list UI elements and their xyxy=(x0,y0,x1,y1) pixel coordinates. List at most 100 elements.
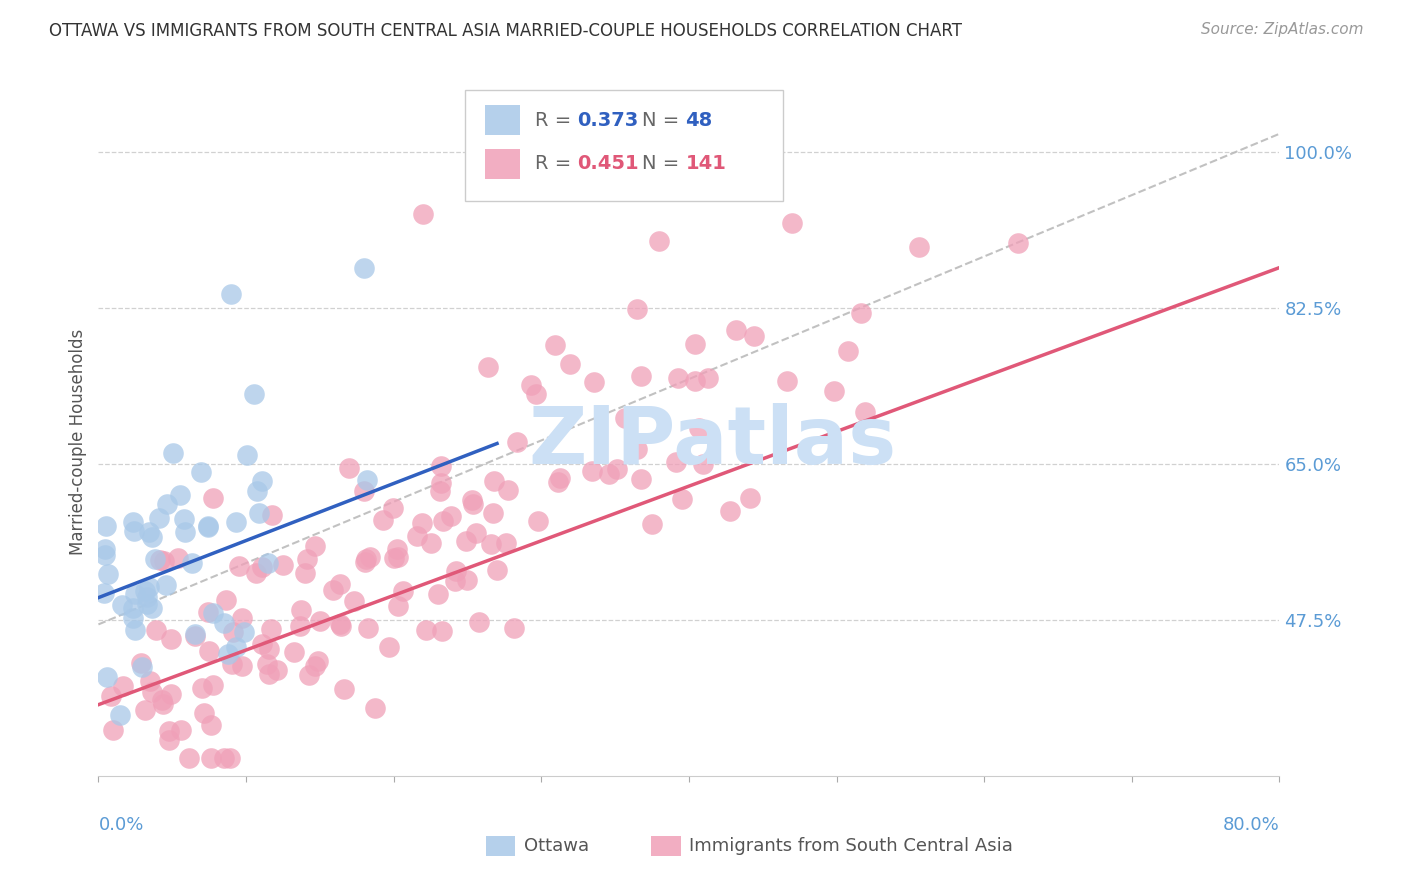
Point xyxy=(138,524,160,539)
Point xyxy=(212,751,235,765)
Point xyxy=(298,667,321,681)
Point xyxy=(108,708,131,723)
Point xyxy=(96,670,118,684)
Point xyxy=(444,574,467,588)
FancyBboxPatch shape xyxy=(485,149,520,179)
Point xyxy=(111,598,134,612)
Point xyxy=(429,483,451,498)
Point xyxy=(547,475,569,489)
Point xyxy=(463,498,485,512)
Point xyxy=(181,556,204,570)
Point xyxy=(308,614,330,628)
Point xyxy=(415,623,437,637)
Point xyxy=(201,607,224,621)
Point xyxy=(124,587,146,601)
Point xyxy=(430,458,453,473)
Point xyxy=(193,706,215,720)
Point xyxy=(502,621,524,635)
Point xyxy=(94,519,117,533)
Point xyxy=(329,577,352,591)
Point xyxy=(138,580,160,594)
Text: 141: 141 xyxy=(685,154,727,173)
Point xyxy=(228,558,250,573)
Point xyxy=(718,504,741,518)
Point xyxy=(252,560,274,574)
FancyBboxPatch shape xyxy=(464,90,783,201)
Point xyxy=(583,375,606,389)
Text: 48: 48 xyxy=(685,111,713,130)
Point xyxy=(131,659,153,673)
Point xyxy=(477,359,499,374)
Point xyxy=(671,492,693,507)
Point xyxy=(304,539,326,553)
Point xyxy=(544,337,567,351)
Point xyxy=(250,637,273,651)
Point xyxy=(197,518,219,533)
Point xyxy=(378,640,401,654)
Point xyxy=(179,751,201,765)
Point xyxy=(288,619,311,633)
Point xyxy=(782,216,804,230)
Text: ZIPatlas: ZIPatlas xyxy=(529,402,897,481)
Point xyxy=(245,566,267,580)
Point xyxy=(190,681,212,695)
Point xyxy=(218,751,240,765)
Point xyxy=(169,488,191,502)
Point xyxy=(159,724,181,739)
Point xyxy=(153,554,176,568)
Point xyxy=(419,536,441,550)
Point xyxy=(526,514,548,528)
Point xyxy=(136,590,159,604)
Point xyxy=(290,603,312,617)
Point xyxy=(200,718,222,732)
Point xyxy=(683,336,706,351)
Point xyxy=(454,533,477,548)
Point xyxy=(304,659,326,673)
Point xyxy=(581,464,603,478)
Point xyxy=(197,520,219,534)
Point xyxy=(273,558,295,573)
Point xyxy=(382,551,405,566)
Point xyxy=(688,421,710,435)
Point xyxy=(853,405,876,419)
Point xyxy=(173,512,195,526)
Point xyxy=(162,446,184,460)
Point xyxy=(626,442,648,456)
Point xyxy=(322,582,344,597)
Point xyxy=(145,623,167,637)
Text: R =: R = xyxy=(536,154,578,173)
Point xyxy=(225,640,247,654)
Point xyxy=(150,693,173,707)
Point xyxy=(329,617,352,632)
Point xyxy=(506,435,529,450)
Point xyxy=(184,629,207,643)
FancyBboxPatch shape xyxy=(486,837,516,856)
Point xyxy=(136,597,159,611)
Point xyxy=(742,329,765,343)
Point xyxy=(648,234,671,248)
Point xyxy=(668,371,690,385)
Point xyxy=(212,615,235,630)
Point xyxy=(94,548,117,562)
Point xyxy=(387,550,409,565)
Point xyxy=(683,374,706,388)
Point xyxy=(124,624,146,638)
Point xyxy=(141,530,163,544)
Point xyxy=(190,465,212,479)
Point xyxy=(231,611,253,625)
Point xyxy=(486,563,509,577)
Point xyxy=(173,524,195,539)
Text: OTTAWA VS IMMIGRANTS FROM SOUTH CENTRAL ASIA MARRIED-COUPLE HOUSEHOLDS CORRELATI: OTTAWA VS IMMIGRANTS FROM SOUTH CENTRAL … xyxy=(49,22,962,40)
Point xyxy=(198,644,221,658)
Point xyxy=(392,583,415,598)
Point xyxy=(851,306,873,320)
Point xyxy=(371,513,394,527)
Point xyxy=(524,387,547,401)
Point xyxy=(294,566,316,580)
Point xyxy=(259,642,281,657)
Point xyxy=(93,585,115,599)
Point xyxy=(297,552,319,566)
Point xyxy=(200,751,222,765)
Point xyxy=(257,667,280,681)
Point xyxy=(359,549,381,564)
